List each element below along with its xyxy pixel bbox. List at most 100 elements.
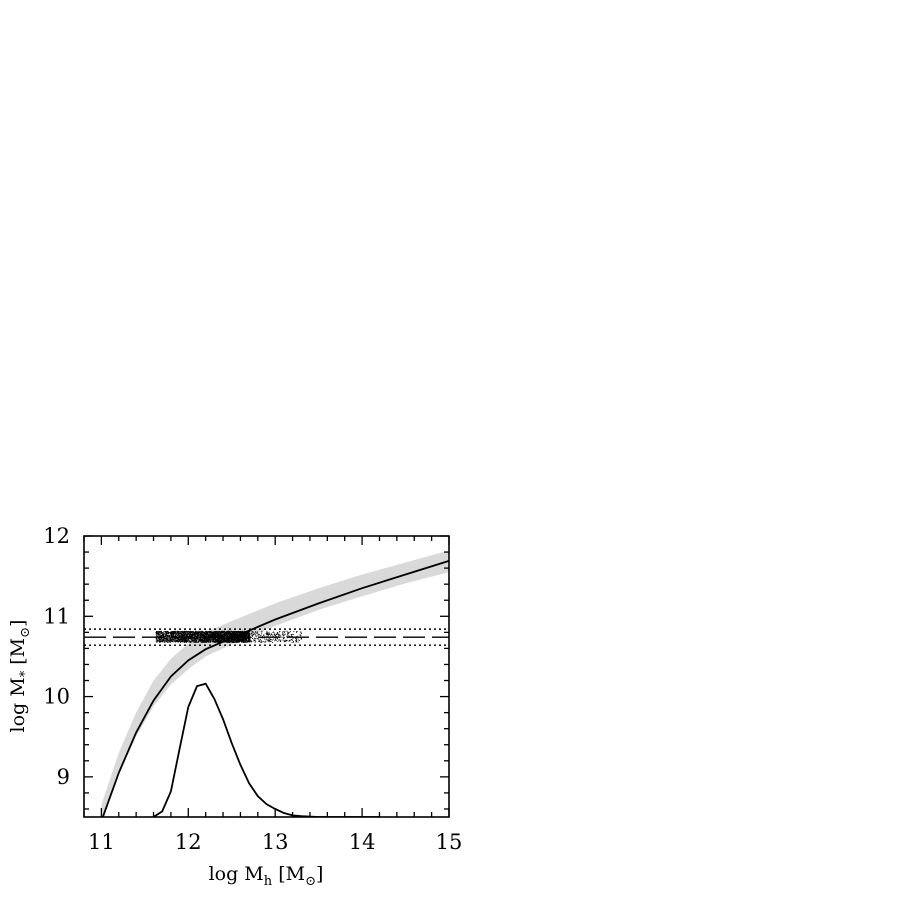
scatter-point [159, 639, 161, 640]
scatter-point [161, 637, 163, 638]
scatter-point [195, 641, 197, 642]
scatter-point [227, 632, 229, 634]
scatter-point [162, 637, 163, 639]
scatter-point [264, 641, 265, 643]
scatter-point [158, 633, 159, 635]
scatter-point [274, 634, 275, 636]
scatter-point [223, 641, 225, 643]
scatter-point [279, 634, 281, 636]
scatter-point [207, 639, 209, 641]
scatter-point [162, 632, 163, 634]
scatter-point [196, 631, 198, 633]
scatter-point [241, 638, 243, 640]
scatter-point [199, 636, 201, 638]
scatter-point [199, 631, 201, 633]
scatter-point [171, 639, 172, 640]
scatter-point [175, 633, 176, 635]
scatter-point [167, 637, 169, 639]
scatter-point [159, 633, 161, 635]
scatter-point [228, 641, 230, 642]
scatter-point [184, 633, 186, 635]
scatter-point [215, 639, 216, 641]
scatter-point [241, 640, 243, 642]
scatter-point [230, 641, 232, 643]
scatter-point [192, 634, 194, 635]
scatter-point [218, 634, 220, 636]
scatter-point [177, 632, 179, 633]
scatter-point [247, 637, 249, 639]
scatter-point [181, 634, 183, 635]
scatter-point [299, 640, 300, 641]
scatter-point [197, 635, 199, 636]
scatter-point [285, 641, 287, 643]
scatter-point [159, 641, 161, 643]
scatter-point [205, 634, 207, 636]
scatter-point [251, 633, 253, 635]
scatter-point [160, 633, 162, 635]
scatter-point [208, 636, 210, 638]
scatter-point [159, 631, 161, 633]
scatter-point [201, 634, 203, 636]
scatter-point [237, 638, 239, 640]
scatter-point [175, 640, 177, 642]
scatter-point [281, 634, 283, 636]
scatter-point [256, 636, 258, 638]
scatter-point [195, 633, 197, 635]
scatter-point [297, 641, 299, 643]
scatter-point [184, 639, 186, 641]
scatter-point [215, 639, 217, 640]
scatter-point [277, 638, 278, 640]
scatter-point [233, 639, 235, 641]
scatter-point [250, 640, 252, 642]
scatter-point [282, 639, 284, 641]
scatter-point [221, 631, 223, 633]
scatter-point [232, 632, 234, 634]
scatter-point [205, 632, 207, 634]
scatter-point [181, 641, 183, 642]
scatter-point [200, 636, 201, 638]
scatter-point [278, 634, 280, 636]
scatter-point [226, 634, 228, 635]
scatter-point [270, 641, 272, 642]
scatter-point [185, 632, 187, 634]
scatter-point [274, 640, 276, 642]
scatter-point [203, 633, 204, 635]
scatter-point [176, 641, 178, 643]
scatter-point [200, 635, 201, 637]
scatter-point [215, 631, 217, 632]
scatter-point [248, 632, 250, 634]
scatter-point [189, 636, 191, 638]
scatter-point [291, 641, 293, 643]
scatter-point [158, 632, 159, 634]
scatter-point [233, 640, 235, 642]
scatter-point [182, 632, 184, 633]
scatter-point [163, 639, 165, 641]
scatter-point [165, 637, 166, 639]
scatter-point [205, 636, 207, 638]
scatter-point [199, 639, 201, 641]
scatter-point [173, 641, 174, 643]
scatter-point [229, 637, 231, 639]
scatter-point [241, 631, 243, 633]
scatter-point [235, 631, 237, 632]
scatter-point [222, 632, 224, 634]
scatter-point [201, 630, 203, 632]
scatter-point [194, 637, 195, 638]
scatter-point [180, 639, 182, 641]
scatter-point [156, 640, 158, 642]
scatter-point [240, 630, 242, 632]
scatter-point [182, 633, 184, 634]
scatter-point [167, 633, 169, 635]
scatter-point [173, 638, 175, 640]
scatter-point [187, 633, 189, 635]
scatter-point [220, 633, 222, 635]
scatter-point [170, 637, 172, 639]
scatter-point [181, 632, 182, 634]
scatter-point [241, 641, 243, 643]
scatter-point [250, 638, 251, 640]
scatter-point [209, 632, 211, 634]
y-axis-title: log M* [M⊙] [7, 620, 33, 733]
scatter-point [218, 633, 220, 634]
scatter-point [230, 639, 232, 641]
scatter-point [248, 632, 250, 634]
